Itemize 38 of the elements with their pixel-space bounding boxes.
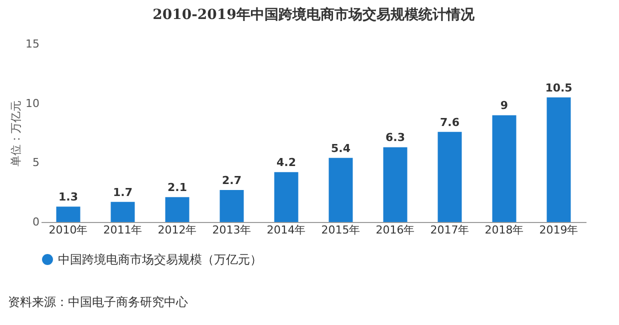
x-tick-label: 2017年 bbox=[430, 224, 470, 236]
bar bbox=[274, 172, 298, 222]
y-tick-label: 10 bbox=[26, 96, 40, 110]
data-label: 7.6 bbox=[440, 116, 460, 129]
x-tick-label: 2014年 bbox=[266, 224, 306, 236]
bar bbox=[546, 97, 571, 222]
x-tick-label: 2013年 bbox=[212, 224, 252, 236]
y-tick-label: 5 bbox=[32, 156, 40, 170]
x-tick-label: 2019年 bbox=[539, 224, 578, 236]
data-label: 10.5 bbox=[545, 81, 572, 94]
x-tick-label: 2012年 bbox=[158, 224, 197, 236]
data-label: 9 bbox=[500, 99, 508, 112]
y-axis-title: 单位：万亿元 bbox=[10, 100, 23, 166]
legend-label: 中国跨境电商市场交易规模（万亿元） bbox=[58, 252, 262, 266]
x-tick-label: 2011年 bbox=[103, 224, 142, 236]
x-tick-label: 2018年 bbox=[484, 224, 524, 236]
bar bbox=[56, 206, 80, 222]
bar bbox=[165, 197, 190, 222]
bar bbox=[438, 132, 462, 222]
chart-title: 2010-2019年中国跨境电商市场交易规模统计情况 bbox=[152, 6, 476, 23]
bar bbox=[220, 190, 244, 222]
data-label: 5.4 bbox=[331, 142, 351, 155]
y-tick-label: 15 bbox=[26, 38, 40, 50]
x-tick-label: 2010年 bbox=[48, 224, 88, 236]
bar bbox=[328, 158, 353, 222]
data-label: 2.7 bbox=[222, 174, 242, 187]
data-label: 1.7 bbox=[113, 186, 132, 199]
data-label: 6.3 bbox=[386, 131, 405, 144]
bar bbox=[492, 115, 516, 222]
bar bbox=[383, 147, 408, 222]
x-tick-label: 2015年 bbox=[321, 224, 360, 236]
y-tick-label: 0 bbox=[32, 216, 40, 228]
x-tick-label: 2016年 bbox=[376, 224, 415, 236]
bar bbox=[110, 202, 135, 222]
data-label: 4.2 bbox=[276, 156, 296, 170]
data-label: 2.1 bbox=[168, 181, 187, 194]
text: 资料来源：中国电子商务研究中心 bbox=[8, 294, 188, 311]
data-label: 1.3 bbox=[58, 190, 78, 204]
